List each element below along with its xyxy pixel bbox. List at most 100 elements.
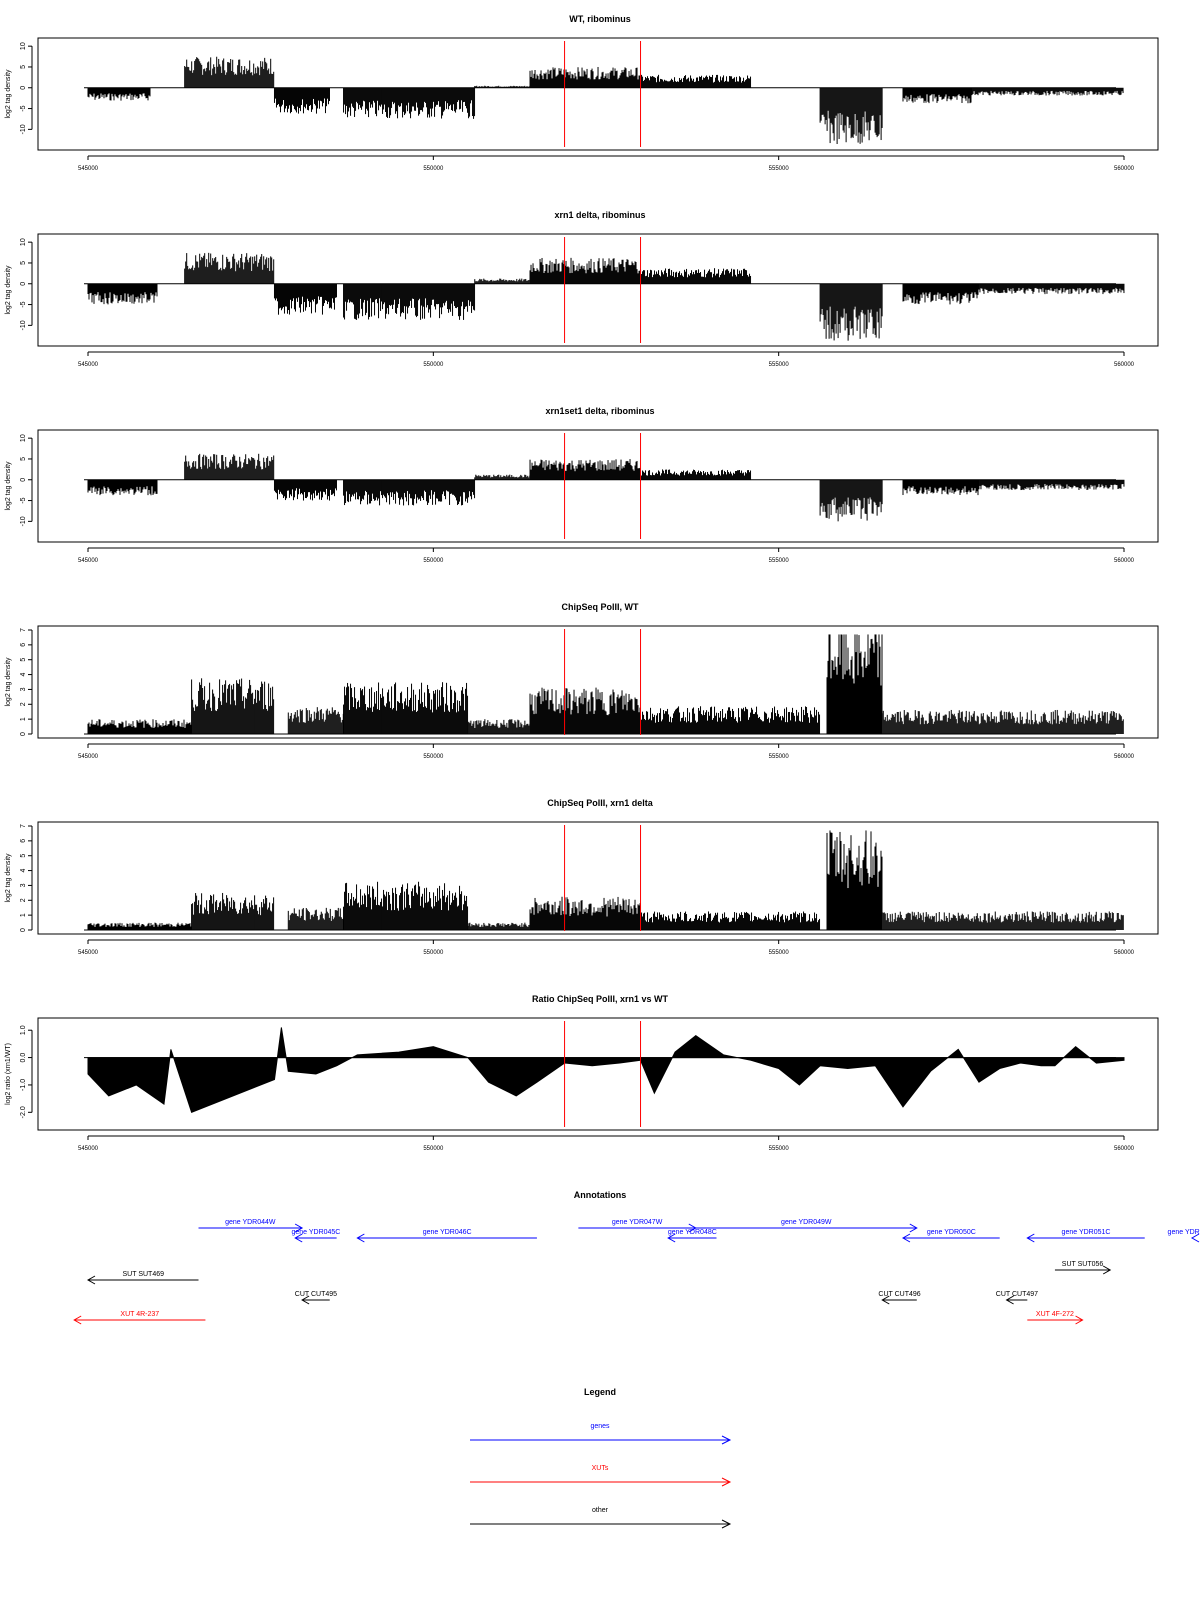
signal-segment <box>640 706 821 734</box>
signal-segment <box>529 687 641 734</box>
y-tick-label: 0.0 <box>20 1053 27 1063</box>
y-tick-label: 10 <box>20 238 27 246</box>
y-axis: 10 5 0 -5 -10 log2 tag density <box>5 434 33 526</box>
signal-segment <box>343 881 469 930</box>
y-tick-label: -10 <box>20 516 27 526</box>
plot-frame <box>37 625 1159 739</box>
y-tick-label: 0 <box>20 732 27 736</box>
data-layer <box>84 433 1125 539</box>
x-tick-label: 545000 <box>78 166 99 172</box>
x-axis: 545000 550000 555000 560000 <box>78 351 1135 368</box>
signal-segment <box>529 896 641 930</box>
y-axis-label: log2 tag density <box>5 657 12 707</box>
y-tick-label: 2 <box>20 702 27 706</box>
x-tick-label: 560000 <box>1114 950 1135 956</box>
signal-segment <box>343 479 476 506</box>
signal-segment <box>273 283 337 315</box>
y-tick-label: 2 <box>20 898 27 902</box>
x-tick-label: 555000 <box>769 166 790 172</box>
y-tick-label: 1 <box>20 913 27 917</box>
x-tick-label: 545000 <box>78 362 99 368</box>
signal-segment <box>87 922 192 930</box>
plot-frame <box>37 37 1159 151</box>
y-axis: 0 1 2 3 4 5 6 7 log2 tag density <box>5 824 33 932</box>
y-tick-label: 6 <box>20 643 27 647</box>
signal-segment <box>529 459 641 480</box>
signal-segment <box>902 87 973 104</box>
signal-segment <box>819 283 883 341</box>
signal-segment <box>184 56 275 88</box>
signal-segment <box>819 479 883 522</box>
x-axis: 545000 550000 555000 560000 <box>78 155 1135 172</box>
signal-segment <box>529 66 641 88</box>
y-tick-label: 5 <box>20 854 27 858</box>
y-tick-label: 0 <box>20 282 27 286</box>
y-tick-label: 10 <box>20 42 27 50</box>
y-axis: 10 5 0 -5 -10 log2 tag density <box>5 42 33 134</box>
y-tick-label: 5 <box>20 658 27 662</box>
y-tick-label: 6 <box>20 839 27 843</box>
x-axis: 545000 550000 555000 560000 <box>78 939 1135 956</box>
x-tick-label: 550000 <box>423 754 444 760</box>
y-tick-label: 4 <box>20 673 27 677</box>
panel-title: WT, ribominus <box>569 14 631 24</box>
y-tick-label: -10 <box>20 124 27 134</box>
data-layer <box>84 237 1125 343</box>
signal-segment <box>902 283 979 305</box>
y-tick-label: 5 <box>20 261 27 265</box>
signal-segment <box>971 87 1124 96</box>
y-tick-label: 1.0 <box>20 1025 27 1035</box>
plot-frame <box>37 821 1159 935</box>
x-axis: 545000 550000 555000 560000 <box>78 547 1135 564</box>
panel-6: Ratio ChipSeq PolII, xrn1 vs WT1.00.0-1.… <box>5 994 1159 1152</box>
signal-segment <box>640 469 752 480</box>
panel-title: xrn1set1 delta, ribominus <box>545 406 654 416</box>
signal-segment <box>273 479 337 501</box>
y-tick-label: 5 <box>20 65 27 69</box>
panel-2: xrn1 delta, ribominus 10 5 0 -5 -10 log2 tag d… <box>5 210 1159 368</box>
data-layer <box>84 629 1124 735</box>
x-tick-label: 545000 <box>78 950 99 956</box>
signal-segment <box>978 479 1125 491</box>
x-axis: 545000 550000 555000 560000 <box>78 743 1135 760</box>
signal-segment <box>343 283 476 320</box>
x-tick-label: 560000 <box>1114 362 1135 368</box>
y-axis-label: log2 tag density <box>5 265 12 315</box>
signal-segment <box>881 709 1124 734</box>
signal-segment <box>343 682 469 734</box>
y-tick-label: 3 <box>20 687 27 691</box>
signal-segment <box>826 830 883 930</box>
y-tick-label: -10 <box>20 320 27 330</box>
x-tick-label: 550000 <box>423 558 444 564</box>
x-tick-label: 550000 <box>423 166 444 172</box>
x-tick-label: 545000 <box>78 558 99 564</box>
signal-segment <box>184 453 275 480</box>
panel-1: WT, ribominus 10 5 0 -5 -10 log2 tag density 54… <box>5 14 1159 172</box>
signal-segment <box>978 283 1125 295</box>
y-tick-label: 5 <box>20 457 27 461</box>
y-tick-label: -5 <box>20 497 27 503</box>
signal-segment <box>474 278 531 284</box>
signal-segment <box>474 474 531 480</box>
signal-segment <box>819 87 883 145</box>
signal-segment <box>640 268 752 284</box>
panel-title: Ratio ChipSeq PolII, xrn1 vs WT <box>532 994 669 1004</box>
signal-segment <box>184 252 275 284</box>
y-tick-label: -5 <box>20 301 27 307</box>
plot-frame <box>37 233 1159 347</box>
x-tick-label: 555000 <box>769 950 790 956</box>
x-tick-label: 555000 <box>769 558 790 564</box>
y-tick-label: 0 <box>20 928 27 932</box>
data-layer <box>84 41 1124 147</box>
signal-segment <box>87 719 192 734</box>
y-tick-label: 7 <box>20 628 27 632</box>
panel-3: xrn1set1 delta, ribominus 10 5 0 -5 -10 log2 t… <box>5 406 1159 564</box>
data-layer <box>84 825 1124 931</box>
y-axis: 0 1 2 3 4 5 6 7 log2 tag density <box>5 628 33 736</box>
signal-segment <box>467 719 531 734</box>
y-axis: 10 5 0 -5 -10 log2 tag density <box>5 238 33 330</box>
signal-segment <box>467 922 531 930</box>
y-tick-label: 3 <box>20 883 27 887</box>
panel-4: ChipSeq PolII, WT 0 1 2 3 4 5 6 7 log2 tag densit… <box>5 602 1159 760</box>
